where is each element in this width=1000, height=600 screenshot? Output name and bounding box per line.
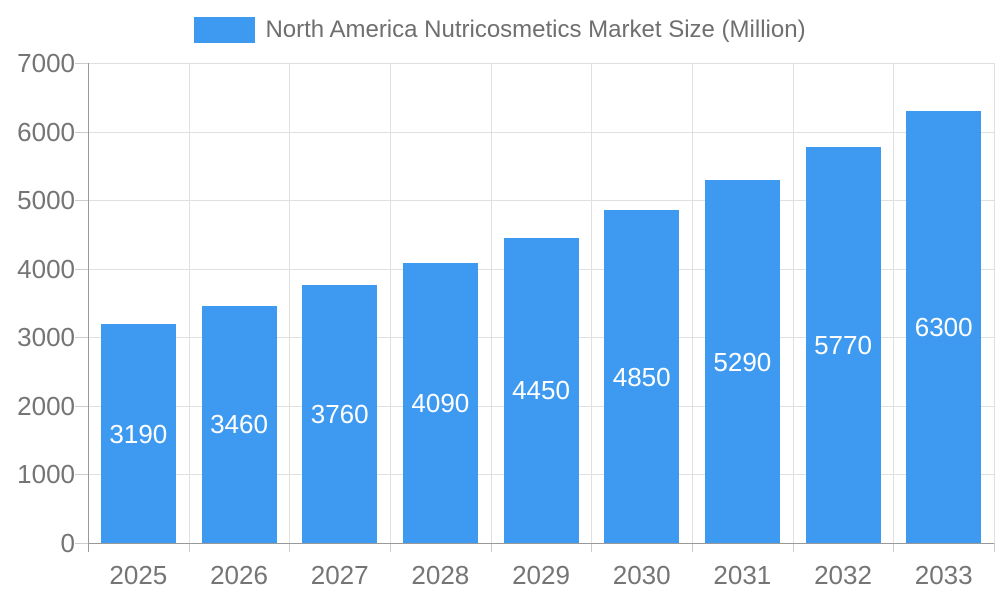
bar-2027 [302, 285, 378, 543]
x-tick-label: 2029 [512, 560, 570, 590]
y-axis-tick [75, 474, 88, 476]
x-axis-tick [490, 543, 492, 552]
legend-label: North America Nutricosmetics Market Size… [265, 16, 806, 43]
legend-item[interactable]: North America Nutricosmetics Market Size… [0, 16, 1000, 44]
y-axis-tick [75, 543, 88, 544]
y-axis-tick [75, 268, 88, 270]
gridline-vertical [390, 63, 391, 543]
x-tick-label: 2026 [210, 560, 268, 590]
gridline-vertical [792, 63, 794, 543]
bar-2028 [402, 262, 478, 543]
y-tick-label: 3000 [17, 322, 75, 353]
x-tick-label: 2031 [713, 560, 772, 590]
y-tick-label: 5000 [17, 185, 75, 216]
bar-value-label: 4850 [612, 361, 671, 392]
y-tick-label: 2000 [17, 390, 75, 421]
x-axis-tick [390, 543, 391, 552]
x-axis-tick [792, 543, 794, 552]
x-tick-label: 2032 [814, 560, 872, 590]
bar-value-label: 4450 [512, 375, 570, 406]
gridline-vertical [490, 63, 492, 543]
bar-2025 [100, 324, 176, 543]
gridline-vertical [692, 63, 693, 543]
x-axis-tick [188, 543, 190, 552]
y-axis-tick [75, 200, 88, 202]
bar-value-label: 4090 [411, 387, 470, 418]
gridline-horizontal [88, 63, 994, 64]
bar-value-label: 5290 [713, 346, 772, 377]
bar-2032 [805, 147, 881, 543]
x-axis-tick [893, 543, 895, 552]
x-axis-tick [692, 543, 693, 552]
x-axis-line [88, 543, 994, 544]
y-tick-label: 0 [60, 528, 75, 558]
y-axis-tick [75, 63, 88, 64]
y-tick-label: 7000 [17, 48, 75, 78]
gridline-vertical [289, 63, 291, 543]
y-axis-tick [75, 131, 88, 133]
y-tick-label: 6000 [17, 116, 75, 147]
gridline-vertical [893, 63, 895, 543]
bar-value-label: 3190 [109, 418, 168, 449]
x-tick-label: 2030 [612, 560, 671, 590]
y-axis-line [88, 63, 89, 552]
x-tick-label: 2027 [310, 560, 369, 590]
bar-2029 [503, 237, 579, 543]
y-axis-tick [75, 405, 88, 407]
bar-2030 [604, 210, 680, 543]
bar-2033 [906, 111, 982, 543]
bar-2026 [201, 305, 277, 543]
bar-value-label: 3460 [210, 409, 268, 440]
y-tick-label: 4000 [17, 253, 75, 284]
gridline-vertical [188, 63, 190, 543]
x-axis-tick [994, 543, 995, 552]
x-tick-label: 2028 [411, 560, 470, 590]
y-axis-tick [75, 337, 88, 339]
x-axis-tick [289, 543, 291, 552]
gridline-vertical [994, 63, 995, 543]
gridline-horizontal [88, 131, 994, 133]
gridline-horizontal [88, 200, 994, 202]
x-tick-label: 2033 [914, 560, 973, 590]
bar-value-label: 6300 [914, 312, 973, 342]
x-tick-label: 2025 [109, 560, 168, 590]
gridline-vertical [591, 63, 593, 543]
legend-swatch [194, 17, 256, 43]
x-axis-tick [591, 543, 593, 552]
bar-value-label: 5770 [814, 330, 872, 361]
bar-value-label: 3760 [310, 399, 369, 430]
bar-2031 [704, 180, 780, 543]
y-tick-label: 1000 [17, 459, 75, 490]
